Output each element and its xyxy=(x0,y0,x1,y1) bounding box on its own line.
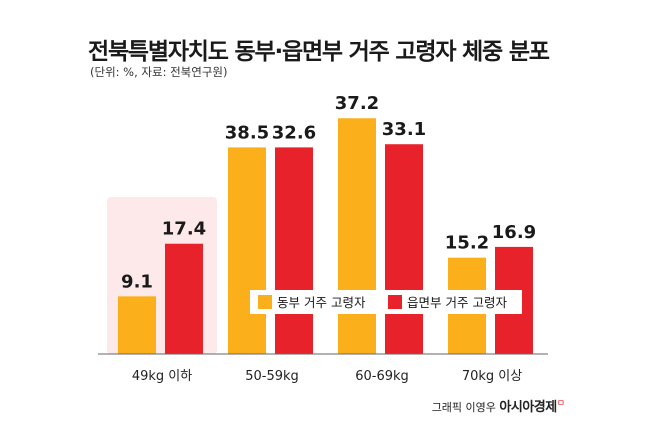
legend-box xyxy=(250,290,522,314)
bar-east-1 xyxy=(228,147,266,354)
data-label-east-3: 15.2 xyxy=(445,233,489,254)
data-label-rural-0: 17.4 xyxy=(162,219,206,240)
legend-swatch-0 xyxy=(258,295,272,309)
chart-title: 전북특별자치도 동부·읍면부 거주 고령자 체중 분포 xyxy=(88,39,550,65)
data-label-east-1: 38.5 xyxy=(225,122,269,143)
data-label-east-0: 9.1 xyxy=(121,271,153,292)
data-label-rural-2: 33.1 xyxy=(382,119,426,140)
x-tick-label-1: 50-59kg xyxy=(245,369,299,384)
legend-label-1: 읍면부 거주 고령자 xyxy=(407,295,507,310)
brand-mark-icon: ㅁ xyxy=(556,399,565,409)
bar-rural-0 xyxy=(165,243,203,354)
data-label-rural-1: 32.6 xyxy=(272,122,316,143)
data-label-rural-3: 16.9 xyxy=(492,222,536,243)
x-tick-label-3: 70kg 이상 xyxy=(462,369,522,384)
legend-label-0: 동부 거주 고령자 xyxy=(277,295,366,310)
bar-east-2 xyxy=(338,118,376,355)
credit: 그래픽 이영우 아시아경제ㅁ xyxy=(432,396,565,415)
bar-rural-2 xyxy=(385,144,423,354)
credit-brand: 아시아경제 xyxy=(499,400,557,415)
unit-note: (단위: %, 자료: 전북연구원) xyxy=(90,65,228,79)
x-tick-label-0: 49kg 이하 xyxy=(132,369,192,384)
bar-east-0 xyxy=(118,296,156,354)
credit-prefix: 그래픽 이영우 xyxy=(431,401,500,414)
legend-swatch-1 xyxy=(388,295,402,309)
x-tick-label-2: 60-69kg xyxy=(355,369,409,384)
data-label-east-2: 37.2 xyxy=(335,93,379,114)
bar-rural-1 xyxy=(275,147,313,354)
